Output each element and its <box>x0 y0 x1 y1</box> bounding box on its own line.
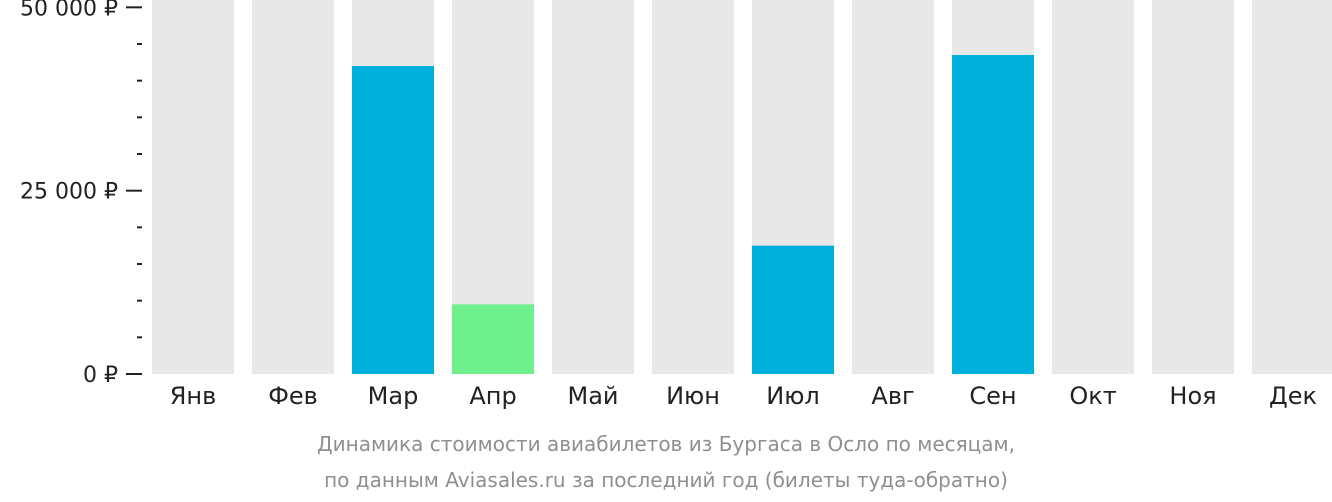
chart-caption-line-1: Динамика стоимости авиабилетов из Бургас… <box>317 432 1015 456</box>
background-bar-2 <box>252 0 334 374</box>
background-bar-12 <box>1252 0 1332 374</box>
price-bars <box>352 55 1034 374</box>
x-tick-label-7: Июл <box>766 382 820 410</box>
price-bar-7[interactable] <box>752 245 834 374</box>
x-tick-label-6: Июн <box>666 382 720 410</box>
background-bars <box>152 0 1332 374</box>
background-bar-1 <box>152 0 234 374</box>
x-tick-label-3: Мар <box>368 382 419 410</box>
y-tick-label-2: 25 000 ₽ <box>20 180 118 205</box>
x-tick-label-4: Апр <box>469 382 516 410</box>
background-bar-6 <box>652 0 734 374</box>
price-bar-9[interactable] <box>952 55 1034 374</box>
x-tick-label-8: Авг <box>871 382 914 410</box>
x-tick-label-1: Янв <box>170 382 217 410</box>
x-tick-label-12: Дек <box>1269 382 1317 410</box>
chart-caption-line-2: по данным Aviasales.ru за последний год … <box>324 468 1008 492</box>
price-bar-3[interactable] <box>352 66 434 374</box>
x-tick-label-2: Фев <box>268 382 318 410</box>
price-bar-4[interactable] <box>452 304 534 374</box>
background-bar-8 <box>852 0 934 374</box>
x-tick-label-10: Окт <box>1069 382 1116 410</box>
background-bar-11 <box>1152 0 1234 374</box>
background-bar-10 <box>1052 0 1134 374</box>
x-axis: Янв Фев Мар Апр Май Июн Июл Авг Сен Окт Ноя Дек <box>170 382 1317 410</box>
y-tick-label-3: 50 000 ₽ <box>20 0 118 21</box>
y-tick-label-1: 0 ₽ <box>83 363 118 388</box>
x-tick-label-11: Ноя <box>1169 382 1216 410</box>
y-axis: 0 ₽ 25 000 ₽ 50 000 ₽ <box>20 0 142 388</box>
x-tick-label-5: Май <box>567 382 618 410</box>
x-tick-label-9: Сен <box>969 382 1016 410</box>
background-bar-5 <box>552 0 634 374</box>
